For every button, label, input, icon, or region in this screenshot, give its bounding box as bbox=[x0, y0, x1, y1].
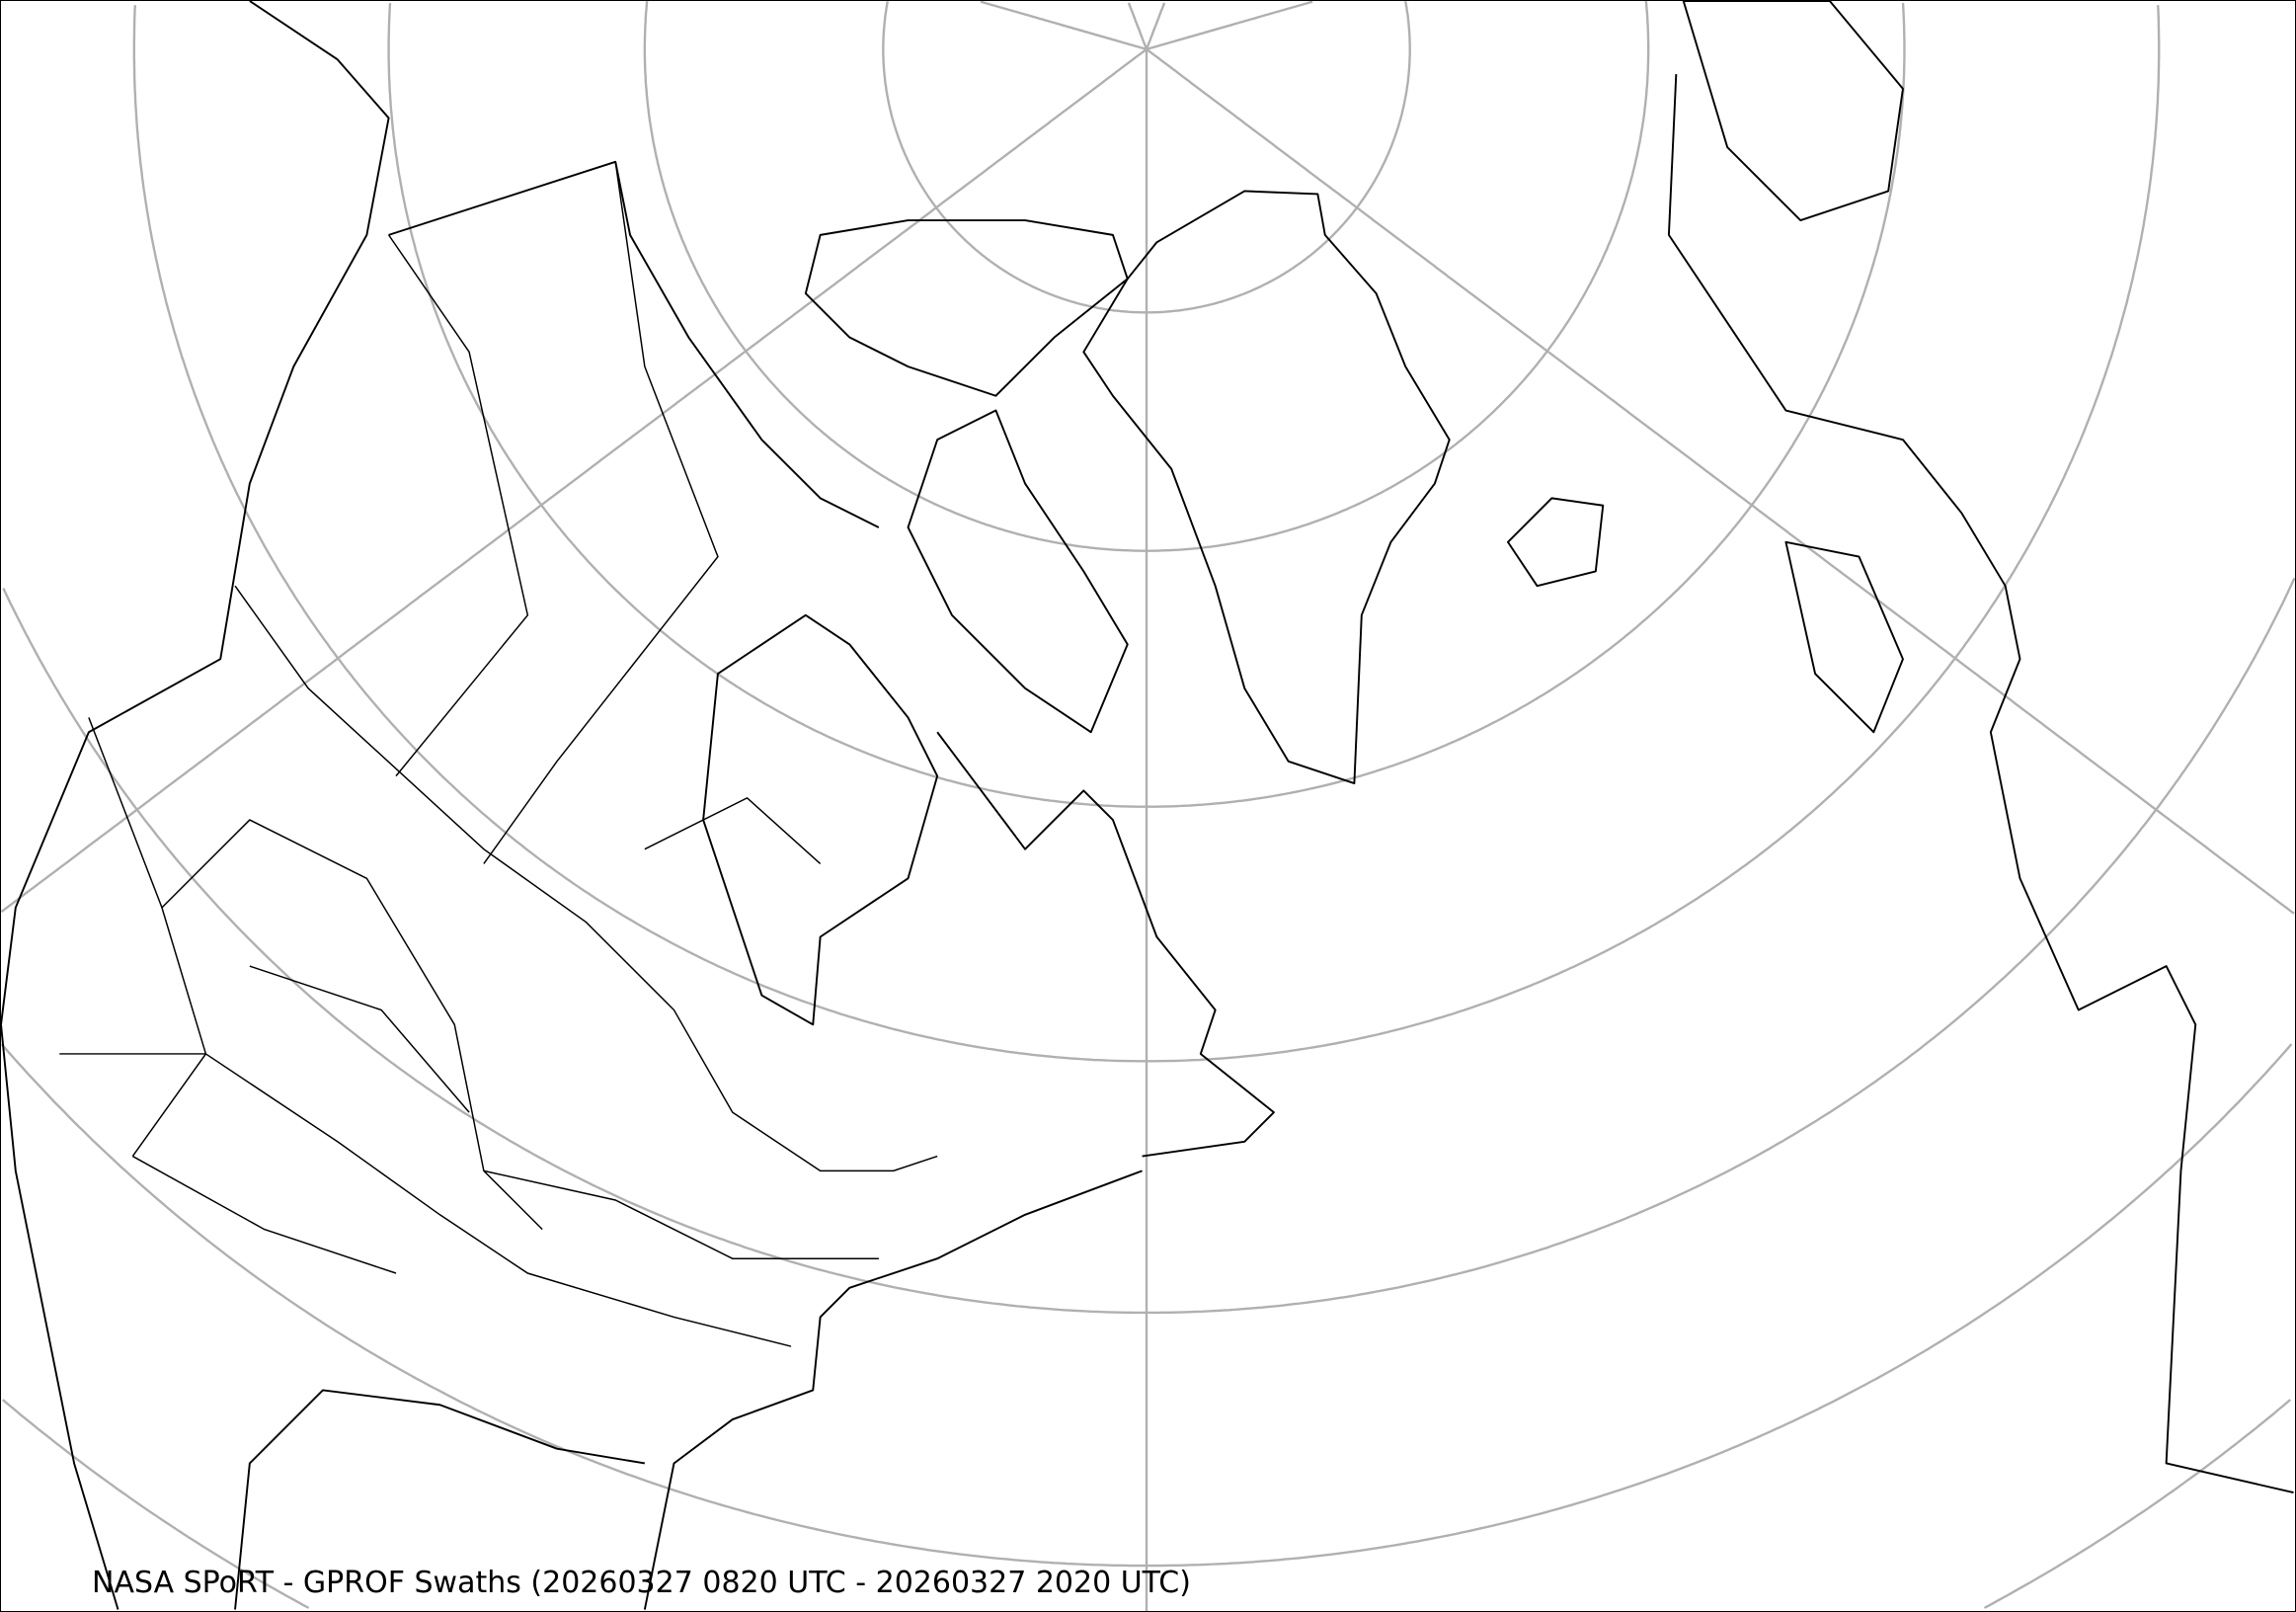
canada-provinces bbox=[387, 161, 822, 865]
iceland bbox=[1506, 497, 1605, 588]
latitude-circle bbox=[387, 2, 1906, 808]
us-states bbox=[59, 717, 879, 1347]
us-canada-border bbox=[234, 585, 938, 1172]
meridian-line bbox=[1146, 1, 1313, 50]
meridian-line bbox=[1145, 2, 1166, 50]
scandinavia-lakes bbox=[1682, 1, 1904, 222]
british-isles bbox=[1784, 540, 1904, 734]
latitude-circle bbox=[882, 1, 1411, 314]
latitude-circle bbox=[2, 1399, 2292, 1609]
gulf-coast bbox=[234, 1389, 646, 1610]
map-title: NASA SPoRT - GPROF Swaths (20260327 0820… bbox=[92, 1566, 1191, 1600]
latitude-circle bbox=[643, 1, 1650, 552]
latitude-circle bbox=[132, 5, 2161, 1063]
mexico-west-coast bbox=[1, 1024, 119, 1610]
greenland bbox=[1082, 190, 1451, 785]
baffin-island bbox=[907, 409, 1129, 734]
meridian-line bbox=[1146, 47, 2295, 915]
north-america-west-coast bbox=[1, 1, 390, 1025]
north-america-arctic-coast bbox=[388, 160, 880, 528]
europe-coast bbox=[1667, 73, 2294, 1494]
north-america-east-coast bbox=[643, 1169, 1143, 1610]
labrador-coast bbox=[936, 731, 1275, 1158]
latitude-circle bbox=[2, 577, 2295, 1315]
meridian-line bbox=[1127, 2, 1148, 50]
meridian-line bbox=[980, 1, 1148, 50]
hudson-bay bbox=[702, 613, 939, 1026]
meridian-line bbox=[1, 47, 1148, 913]
arctic-islands bbox=[804, 219, 1129, 397]
